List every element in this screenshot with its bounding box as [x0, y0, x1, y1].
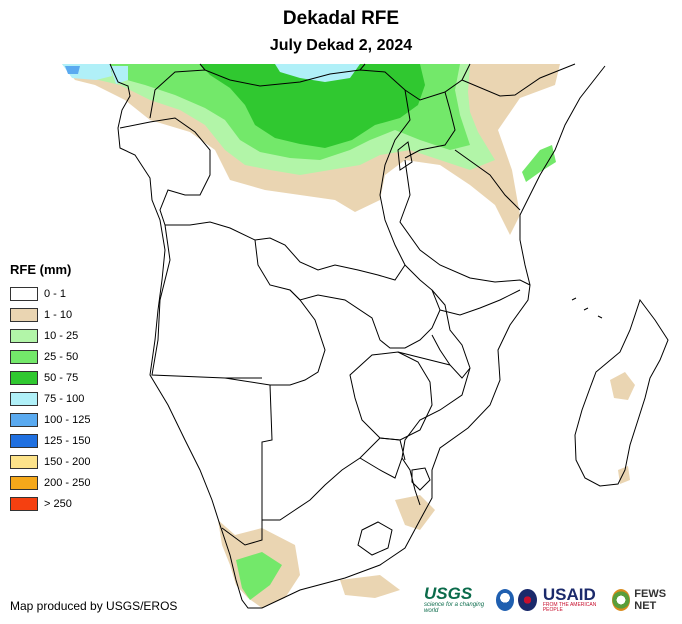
- border-namibia-south: [221, 377, 263, 546]
- legend-item: 100 - 125: [10, 409, 90, 430]
- legend-item: 50 - 75: [10, 367, 90, 388]
- rain-spot-east-coast: [522, 145, 556, 182]
- legend-label: 50 - 75: [44, 371, 79, 384]
- country-boundaries: [109, 63, 669, 609]
- fews-net-logo-icon: [611, 588, 631, 611]
- legend-label: > 250: [44, 497, 72, 510]
- border-south-africa: [359, 437, 406, 479]
- legend-item: > 250: [10, 493, 90, 514]
- border-eswatini: [411, 467, 431, 491]
- madagascar-outline: [574, 298, 669, 487]
- legend-item: 75 - 100: [10, 388, 90, 409]
- noaa-logo-icon: [495, 588, 515, 611]
- legend-swatch: [10, 475, 38, 490]
- border-kenya-ethiopia: [461, 63, 576, 97]
- legend-swatch: [10, 349, 38, 364]
- legend-swatch: [10, 412, 38, 427]
- legend-swatch: [10, 370, 38, 385]
- border-mozambique: [397, 289, 521, 506]
- legend: RFE (mm) 0 - 1 1 - 10 10 - 25 25 - 50 50…: [10, 262, 90, 514]
- partner-logos: USGS science for a changing world USAID …: [424, 585, 682, 614]
- legend-swatch: [10, 454, 38, 469]
- border-zambia: [289, 264, 441, 349]
- legend-label: 1 - 10: [44, 308, 73, 321]
- usgs-logo-text: USGS: [424, 584, 473, 603]
- usaid-logo-text: USAID: [542, 585, 596, 604]
- rain-spot-cape-green: [236, 552, 282, 600]
- legend-item: 200 - 250: [10, 472, 90, 493]
- border-tanzania-west: [399, 159, 531, 286]
- rain-spot-madagascar: [610, 372, 635, 484]
- border-rwanda-burundi: [397, 141, 413, 171]
- rain-spot-south-coast: [340, 575, 400, 598]
- legend-item: 10 - 25: [10, 325, 90, 346]
- border-zimbabwe: [349, 351, 433, 441]
- border-kenya-tanzania: [454, 149, 521, 211]
- map-subtitle: July Dekad 2, 2024: [269, 37, 413, 54]
- legend-item: 150 - 200: [10, 451, 90, 472]
- legend-item: 1 - 10: [10, 304, 90, 325]
- usgs-logo: USGS science for a changing world: [424, 585, 488, 614]
- legend-label: 25 - 50: [44, 350, 79, 363]
- legend-title: RFE (mm): [10, 262, 72, 277]
- border-drc-east: [165, 89, 411, 281]
- map-title: Dekadal RFE: [282, 8, 400, 29]
- rain-band-100-125: [65, 66, 80, 74]
- legend-swatch: [10, 433, 38, 448]
- map-credit: Map produced by USGS/EROS: [10, 599, 178, 613]
- rain-spot-lesotho-region: [395, 495, 435, 530]
- usgs-tagline: science for a changing world: [424, 602, 485, 614]
- legend-swatch: [10, 286, 38, 301]
- legend-label: 125 - 150: [44, 434, 91, 447]
- border-gabon-congo: [119, 117, 211, 226]
- usaid-logo: USAID FROM THE AMERICAN PEOPLE: [543, 586, 606, 613]
- rainfall-shading: [62, 64, 635, 608]
- legend-label: 150 - 200: [44, 455, 91, 468]
- border-angola: [151, 224, 326, 386]
- legend-swatch: [10, 496, 38, 511]
- border-car-drc: [199, 63, 366, 71]
- border-botswana: [261, 384, 381, 521]
- legend-label: 200 - 250: [44, 476, 91, 489]
- border-uganda-kenya: [404, 91, 456, 159]
- nasa-logo-icon: [518, 588, 537, 611]
- border-lesotho: [357, 521, 393, 556]
- legend-label: 10 - 25: [44, 329, 79, 342]
- legend-swatch: [10, 391, 38, 406]
- comoros-islands: [571, 297, 603, 319]
- africa-coastline: [109, 63, 606, 609]
- rain-band-75-100: [62, 64, 360, 84]
- legend-swatch: [10, 307, 38, 322]
- legend-label: 75 - 100: [44, 392, 85, 405]
- legend-item: 25 - 50: [10, 346, 90, 367]
- usaid-tagline: FROM THE AMERICAN PEOPLE: [542, 602, 597, 613]
- legend-item: 0 - 1: [10, 283, 90, 304]
- legend-label: 0 - 1: [44, 287, 67, 300]
- legend-swatch: [10, 328, 38, 343]
- legend-label: 100 - 125: [44, 413, 91, 426]
- fews-net-logo-text: FEWS NET: [634, 587, 667, 612]
- legend-item: 125 - 150: [10, 430, 90, 451]
- border-drc-north: [149, 63, 471, 119]
